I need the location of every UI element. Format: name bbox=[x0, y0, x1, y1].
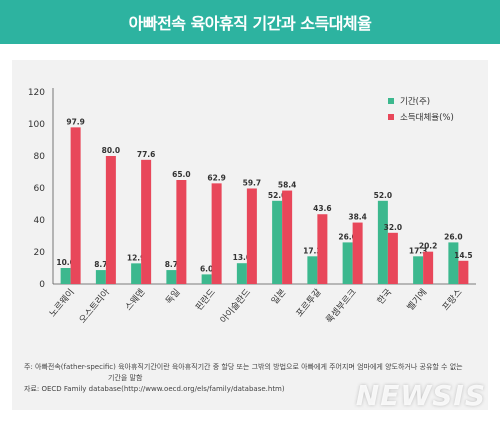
legend-swatch bbox=[388, 114, 394, 120]
data-label-period: 26.0 bbox=[444, 232, 463, 241]
data-label-replacement-rate: 59.7 bbox=[243, 178, 262, 187]
bar-replacement-rate bbox=[387, 232, 398, 284]
data-label-replacement-rate: 65.0 bbox=[172, 170, 191, 179]
bar-period bbox=[307, 256, 318, 284]
bar-period bbox=[95, 270, 106, 284]
bar-period bbox=[342, 242, 353, 284]
bar-replacement-rate bbox=[176, 180, 187, 284]
data-label-replacement-rate: 38.4 bbox=[348, 213, 367, 222]
data-label-period: 52.0 bbox=[374, 191, 393, 200]
bar-period bbox=[272, 200, 283, 284]
data-label-replacement-rate: 43.6 bbox=[313, 204, 332, 213]
data-label-replacement-rate: 77.6 bbox=[137, 150, 156, 159]
bar-replacement-rate bbox=[70, 127, 81, 284]
y-tick-label: 0 bbox=[39, 280, 45, 290]
y-tick-label: 80 bbox=[34, 152, 46, 162]
bar-replacement-rate bbox=[246, 188, 257, 284]
data-label-period: 8.7 bbox=[165, 260, 178, 269]
bar-period bbox=[236, 263, 247, 284]
footnote: 주: 아빠전속(father-specific) 육아휴직기간이란 육아휴직기간… bbox=[24, 362, 484, 395]
y-tick-label: 100 bbox=[28, 120, 45, 130]
x-tick-label: 스웨덴 bbox=[122, 286, 147, 313]
y-tick-label: 40 bbox=[34, 216, 46, 226]
data-label-replacement-rate: 32.0 bbox=[384, 223, 403, 232]
x-tick-label: 한국 bbox=[375, 287, 394, 307]
data-label-replacement-rate: 62.9 bbox=[207, 173, 226, 182]
bar-period bbox=[377, 200, 388, 284]
y-tick-label: 60 bbox=[34, 184, 46, 194]
bar-replacement-rate bbox=[282, 190, 293, 284]
bar-replacement-rate bbox=[211, 183, 222, 284]
bar-chart: 0 20 40 60 80 100 120 10.0 97.9 노르웨이 8.7 80.0 오스트리아 1… bbox=[28, 88, 476, 326]
bar-period bbox=[448, 242, 459, 284]
footnote-source: 자료: OECD Family database(http://www.oecd… bbox=[24, 385, 285, 393]
x-tick-label: 오스트리아 bbox=[77, 286, 113, 325]
x-tick-label: 노르웨이 bbox=[46, 286, 76, 319]
data-label-period: 17.3 bbox=[303, 246, 322, 255]
x-tick-label: 프랑스 bbox=[440, 286, 465, 313]
data-label-period: 8.7 bbox=[94, 260, 107, 269]
x-tick-label: 룩셈부르크 bbox=[324, 287, 359, 326]
data-label-period: 10.0 bbox=[56, 258, 75, 267]
bar-replacement-rate bbox=[352, 222, 363, 284]
x-tick-label: 독일 bbox=[164, 287, 183, 307]
newsis-watermark: NEWSIS bbox=[355, 379, 486, 412]
bar-period bbox=[131, 263, 142, 284]
data-label-period: 12.9 bbox=[127, 253, 146, 262]
bar-replacement-rate bbox=[317, 214, 328, 284]
x-tick-label: 핀란드 bbox=[193, 286, 218, 313]
x-tick-label: 벨기에 bbox=[405, 287, 429, 313]
bar-replacement-rate bbox=[423, 251, 434, 284]
bar-period bbox=[201, 274, 212, 284]
bar-replacement-rate bbox=[141, 159, 152, 284]
chart-panel: 0 20 40 60 80 100 120 10.0 97.9 노르웨이 8.7 80.0 오스트리아 1… bbox=[12, 60, 488, 410]
data-label-period: 17.3 bbox=[409, 246, 428, 255]
bar-period bbox=[166, 270, 177, 284]
bar-replacement-rate bbox=[105, 156, 116, 284]
data-label-replacement-rate: 80.0 bbox=[102, 146, 121, 155]
y-tick-label: 20 bbox=[34, 248, 46, 258]
data-label-replacement-rate: 97.9 bbox=[66, 117, 85, 126]
data-label-replacement-rate: 14.5 bbox=[454, 251, 473, 260]
x-tick-label: 일본 bbox=[269, 287, 288, 307]
chart-title: 아빠전속 육아휴직 기간과 소득대체율 bbox=[128, 14, 372, 33]
data-label-period: 26.0 bbox=[338, 232, 357, 241]
data-label-period: 52.0 bbox=[268, 191, 287, 200]
x-tick-label: 아이슬란드 bbox=[217, 286, 253, 325]
title-banner: 아빠전속 육아휴직 기간과 소득대체율 bbox=[0, 0, 500, 44]
data-label-replacement-rate: 20.2 bbox=[419, 242, 438, 251]
data-label-period: 6.0 bbox=[200, 264, 213, 273]
bar-replacement-rate bbox=[458, 260, 469, 284]
data-label-replacement-rate: 58.4 bbox=[278, 181, 297, 190]
y-tick-label: 120 bbox=[28, 88, 45, 98]
legend-entry: 기간(주) bbox=[400, 96, 430, 107]
data-label-period: 13.0 bbox=[233, 253, 252, 262]
legend-entry: 소득대체율(%) bbox=[400, 112, 454, 123]
x-tick-label: 포르투갈 bbox=[294, 287, 324, 319]
bar-period bbox=[413, 256, 424, 284]
legend-swatch bbox=[388, 98, 394, 104]
bar-period bbox=[60, 268, 71, 284]
footnote-line-1: 주: 아빠전속(father-specific) 육아휴직기간이란 육아휴직기간… bbox=[24, 363, 463, 371]
footnote-line-2: 기간을 말함 bbox=[108, 374, 143, 382]
